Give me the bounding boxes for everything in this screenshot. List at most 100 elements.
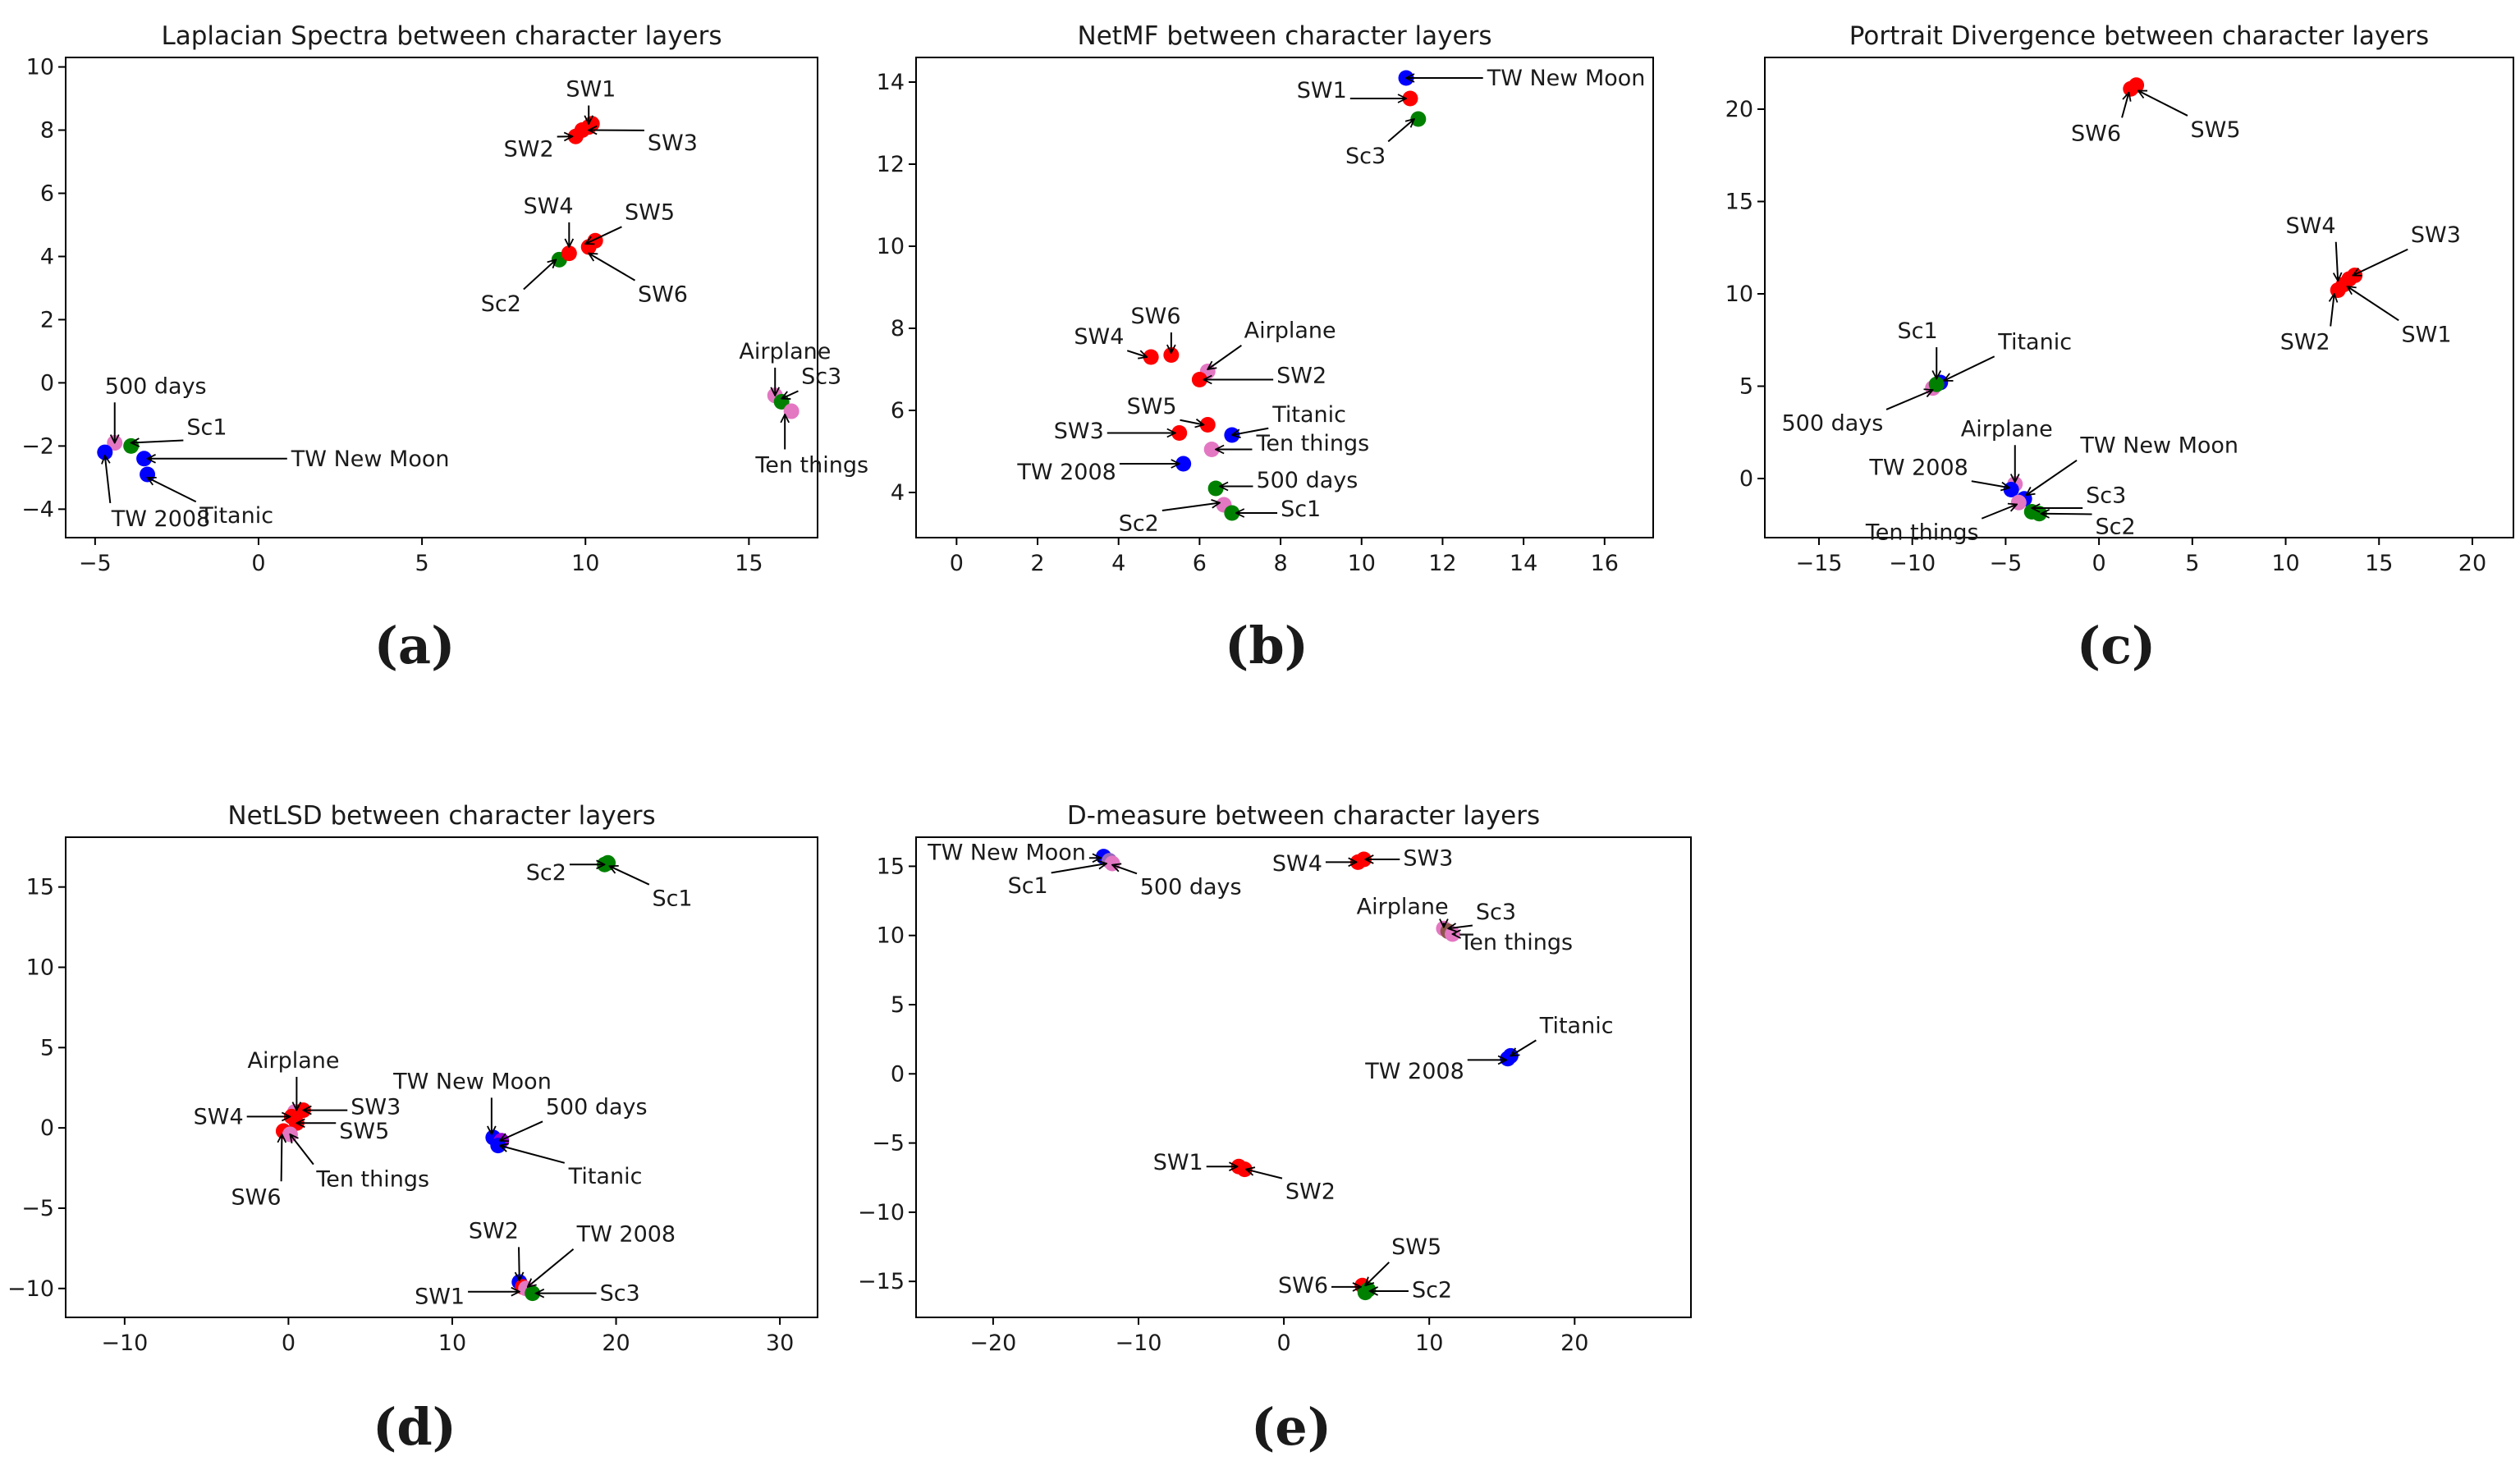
y-tick-label: 15: [26, 875, 54, 900]
y-tick-label: 0: [40, 370, 54, 396]
y-tick-label: 6: [40, 181, 54, 206]
x-tick-label: 6: [1193, 551, 1207, 576]
y-tick-label: 5: [891, 992, 905, 1018]
annotation-label: Titanic: [199, 503, 273, 529]
x-tick-label: −10: [1115, 1331, 1161, 1356]
annotation-arrow: [589, 254, 636, 282]
annotation-arrow: [1944, 355, 1995, 381]
annotation-arrow: [528, 1248, 575, 1287]
annotation-label: Sc2: [526, 860, 566, 886]
annotation-label: Sc3: [1345, 144, 1386, 169]
annotation-label: Sc3: [801, 364, 841, 390]
annotation-arrow: [500, 1146, 566, 1164]
annotation-arrow: [1971, 480, 2009, 488]
y-tick-label: 6: [891, 398, 905, 424]
annotation-arrow: [519, 1247, 520, 1280]
y-tick-label: 10: [26, 955, 54, 980]
annotation-label: Ten things: [315, 1167, 429, 1193]
x-tick-label: 0: [282, 1331, 296, 1356]
y-tick-label: −5: [872, 1131, 905, 1157]
data-point: [490, 1138, 506, 1154]
annotation-label: SW3: [1054, 419, 1104, 444]
annotation-label: SW3: [2411, 222, 2461, 248]
annotation-label: Sc1: [652, 886, 692, 911]
y-tick-label: 4: [40, 244, 54, 269]
data-point: [1236, 1161, 1253, 1178]
annotation-label: Ten things: [1255, 431, 1369, 456]
annotation-label: SW1: [566, 76, 616, 102]
annotation-label: TW 2008: [1364, 1059, 1464, 1084]
plot-frame: [1764, 57, 2514, 538]
panel-a: Laplacian Spectra between character laye…: [21, 21, 868, 676]
annotation-label: TW New Moon: [1487, 66, 1646, 91]
annotation-arrow: [1387, 119, 1414, 143]
chart-title: D-measure between character layers: [1067, 801, 1540, 831]
x-tick-label: 14: [1510, 551, 1537, 576]
y-tick-label: 15: [877, 854, 905, 879]
x-tick-label: 8: [1273, 551, 1287, 576]
annotation-label: Sc1: [1281, 497, 1321, 522]
annotation-label: SW1: [415, 1285, 465, 1310]
annotation-arrow: [2353, 248, 2408, 276]
x-tick-label: 0: [950, 551, 964, 576]
y-tick-label: 0: [40, 1115, 54, 1141]
panel-label: (e): [1251, 1397, 1331, 1457]
annotation-label: SW1: [2402, 323, 2452, 348]
annotation-arrow: [2026, 459, 2078, 495]
annotation-arrow: [1885, 390, 1933, 410]
annotation-arrow: [290, 1134, 314, 1166]
y-tick-label: 10: [877, 234, 905, 259]
annotation-label: SW2: [504, 137, 554, 163]
annotation-label: Sc1: [1897, 318, 1937, 344]
annotation-label: Sc2: [2096, 515, 2136, 540]
annotation-label: SW5: [1391, 1234, 1441, 1260]
annotation-label: SW4: [1074, 324, 1124, 350]
annotation-label: SW2: [1285, 1179, 1336, 1205]
x-tick-label: 15: [2365, 551, 2393, 576]
annotation-label: Ten things: [1459, 930, 1573, 955]
y-tick-label: 10: [26, 55, 54, 80]
annotation-label: Sc2: [1119, 511, 1159, 537]
annotation-arrow: [1180, 420, 1204, 425]
x-tick-label: 0: [1276, 1331, 1290, 1356]
y-tick-label: 5: [1739, 374, 1753, 400]
annotation-label: TW 2008: [1016, 460, 1116, 485]
y-tick-label: −2: [21, 433, 54, 459]
y-tick-label: 15: [1725, 190, 1753, 215]
annotation-label: SW5: [2191, 117, 2241, 143]
data-point: [1104, 855, 1120, 872]
annotation-arrow: [500, 1120, 543, 1140]
annotation-label: Sc3: [1476, 900, 1516, 925]
data-point: [2128, 77, 2145, 94]
annotation-label: Sc3: [600, 1281, 640, 1307]
y-tick-label: −5: [21, 1196, 54, 1221]
y-tick-label: 4: [891, 480, 905, 506]
annotation-label: Titanic: [1997, 330, 2072, 355]
y-tick-label: −10: [7, 1276, 54, 1302]
annotation-label: Ten things: [1865, 520, 1979, 545]
annotation-label: Sc1: [1008, 873, 1048, 899]
y-tick-label: −15: [858, 1269, 905, 1294]
x-tick-label: 16: [1591, 551, 1619, 576]
annotation-label: SW6: [638, 282, 688, 308]
annotation-label: Titanic: [1539, 1013, 1614, 1038]
annotation-arrow: [523, 259, 556, 291]
y-tick-label: 5: [40, 1035, 54, 1060]
chart-title: NetMF between character layers: [1078, 21, 1492, 51]
data-point: [1928, 376, 1945, 392]
data-point: [584, 116, 600, 132]
y-tick-label: −10: [858, 1200, 905, 1225]
x-tick-label: 20: [2458, 551, 2486, 576]
plot-frame: [915, 57, 1654, 538]
y-tick-label: 10: [877, 923, 905, 949]
annotation-label: Airplane: [1244, 318, 1336, 344]
annotation-label: SW6: [1278, 1273, 1328, 1298]
annotation-label: SW4: [524, 194, 574, 219]
y-tick-label: 0: [891, 1061, 905, 1087]
annotation-label: SW1: [1297, 78, 1347, 103]
plot-frame: [915, 836, 1692, 1318]
annotation-label: SW1: [1153, 1150, 1203, 1175]
plot-frame: [65, 836, 818, 1318]
data-point: [2010, 494, 2027, 511]
annotation-label: 500 days: [105, 373, 207, 399]
